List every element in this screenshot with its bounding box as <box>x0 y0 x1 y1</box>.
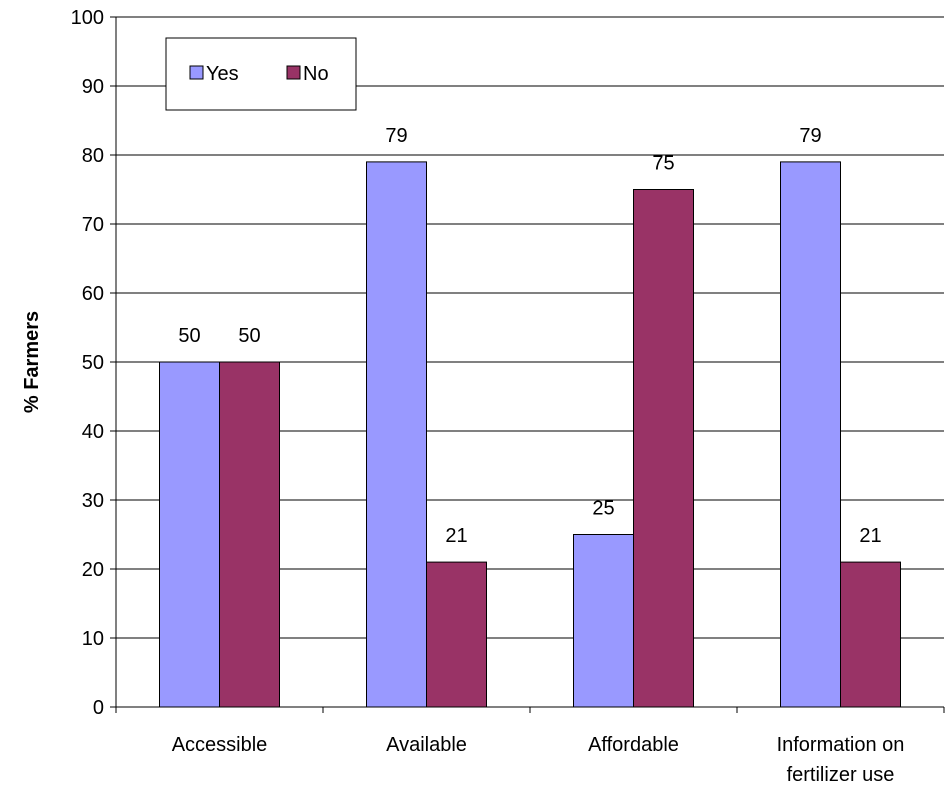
bar-no-1 <box>426 561 487 708</box>
data-label-yes-3: 79 <box>799 125 821 147</box>
bar-no-0 <box>219 361 280 708</box>
x-category-label-3: Information on fertilizer use <box>777 734 905 786</box>
y-tick-label-80: 80 <box>82 145 104 167</box>
legend-swatch-yes <box>189 65 204 80</box>
y-tick-label-30: 30 <box>82 490 104 512</box>
bar-no-2 <box>633 189 694 708</box>
y-tick-label-50: 50 <box>82 352 104 374</box>
legend: Yes No <box>165 37 357 111</box>
y-tick-label-20: 20 <box>82 559 104 581</box>
y-tick-label-90: 90 <box>82 76 104 98</box>
y-tick-label-10: 10 <box>82 628 104 650</box>
data-label-yes-2: 25 <box>592 498 614 520</box>
data-label-yes-1: 79 <box>385 125 407 147</box>
data-label-no-0: 50 <box>238 325 260 347</box>
y-tick-label-70: 70 <box>82 214 104 236</box>
x-category-label-2: Affordable <box>588 734 679 756</box>
bar-yes-1 <box>366 161 427 708</box>
data-label-no-1: 21 <box>445 525 467 547</box>
data-label-no-2: 75 <box>652 153 674 175</box>
legend-label-yes: Yes <box>206 63 239 85</box>
y-axis-label: % Farmers <box>21 311 43 413</box>
bars <box>159 161 901 708</box>
data-label-yes-0: 50 <box>178 325 200 347</box>
y-tick-label-100: 100 <box>71 7 104 29</box>
axes <box>110 16 945 713</box>
bar-yes-2 <box>573 534 634 708</box>
y-tick-label-60: 60 <box>82 283 104 305</box>
bar-no-3 <box>840 561 901 708</box>
bar-yes-3 <box>780 161 841 708</box>
legend-label-no: No <box>303 63 329 85</box>
bar-yes-0 <box>159 361 220 708</box>
legend-swatch-no <box>286 65 301 80</box>
labels: 0 10 20 30 40 50 60 70 80 90 100 50 50 Accessible 79 21… <box>21 7 904 786</box>
y-tick-label-40: 40 <box>82 421 104 443</box>
data-label-no-3: 21 <box>859 525 881 547</box>
x-category-label-0: Accessible <box>172 734 268 756</box>
x-category-label-1: Available <box>386 734 467 756</box>
y-tick-label-0: 0 <box>93 697 104 719</box>
